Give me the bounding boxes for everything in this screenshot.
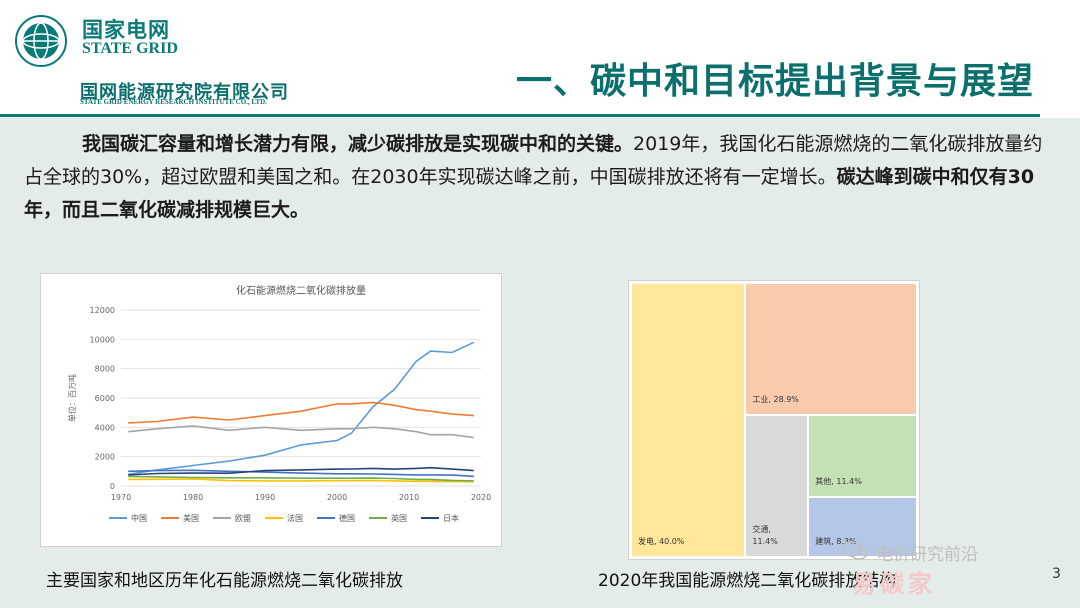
series-line-中国 xyxy=(128,341,475,476)
series-line-德国 xyxy=(128,469,474,478)
normal-text: 2019年，我国化石能源燃烧的二氧化碳排放量约占全球的30%，超过欧盟和美国之和… xyxy=(24,133,1043,188)
treemap-cell: 发电, 40.0% xyxy=(631,283,746,557)
treemap-label: 建筑, 8.3% xyxy=(815,536,857,546)
treemap-panel: 发电, 40.0% 工业, 28.9% 交通, 11.4% 其他, 11.4% 建筑, 8… xyxy=(628,280,920,560)
y-tick-label: 2000 xyxy=(95,453,115,462)
right-chart-caption: 2020年我国能源燃烧二氧化碳排放结构 xyxy=(598,571,897,591)
legend-label: 中国 xyxy=(131,513,147,523)
y-tick-label: 8000 xyxy=(95,365,115,374)
left-chart-caption: 主要国家和地区历年化石能源燃烧二氧化碳排放 xyxy=(46,571,403,591)
x-tick-label: 1990 xyxy=(255,493,275,502)
y-axis-label: 单位：百万吨 xyxy=(67,374,77,422)
treemap-label: 交通, 11.4% xyxy=(752,524,778,546)
x-tick-label: 2010 xyxy=(399,493,419,502)
line-chart-panel: 化石能源燃烧二氧化碳排放量 0 2000 4000 6000 8000 10000 12000… xyxy=(40,273,502,547)
chart-title: 化石能源燃烧二氧化碳排放量 xyxy=(236,284,366,297)
treemap-label: 工业, 28.9% xyxy=(752,394,799,404)
bold-sentence-2: 碳达峰到碳中和仅有30年，而且二氧化碳减排规模巨大。 xyxy=(24,166,1035,221)
watermark-top-text: 电价研究前沿 xyxy=(876,545,978,565)
body-paragraph: 我国碳汇容量和增长潜力有限，减少碳排放是实现碳中和的关键。2019年，我国化石能… xyxy=(24,128,1054,227)
series-line-日本 xyxy=(128,466,474,476)
y-tick-label: 12000 xyxy=(90,306,115,315)
legend-label: 美国 xyxy=(183,513,199,523)
state-grid-globe-icon xyxy=(15,15,67,67)
treemap-cell: 交通, 11.4% xyxy=(745,414,809,557)
y-tick-label: 6000 xyxy=(95,394,115,403)
legend-label: 法国 xyxy=(287,513,303,523)
watermark: 电价研究前沿 易碳家 xyxy=(836,536,1068,600)
series-line-法国 xyxy=(128,478,474,483)
treemap-label: 发电, 40.0% xyxy=(638,537,685,546)
x-tick-label: 2000 xyxy=(327,493,347,502)
treemap-label: 其他, 11.4% xyxy=(815,477,862,487)
treemap-cell: 其他, 11.4% xyxy=(808,414,917,498)
institute-english-name: STATE GRID ENERGY RESEARCH INSTITUTE CO.… xyxy=(80,98,267,106)
series-line-英国 xyxy=(128,475,474,482)
slide-header: 国家电网 STATE GRID 国网能源研究院有限公司 STATE GRID E… xyxy=(0,0,1080,118)
y-tick-label: 4000 xyxy=(95,423,115,432)
header-divider xyxy=(0,114,1040,117)
legend-label: 日本 xyxy=(443,513,459,523)
logo-english-name: STATE GRID xyxy=(82,40,178,57)
emissions-line-chart: 化石能源燃烧二氧化碳排放量 0 2000 4000 6000 8000 10000 12000… xyxy=(67,284,491,523)
logo-chinese-name: 国家电网 xyxy=(82,18,170,42)
page-number: 3 xyxy=(1052,566,1061,582)
watermark-bottom-text: 易碳家 xyxy=(852,570,936,598)
treemap-cell: 工业, 28.9% xyxy=(745,283,917,415)
legend-label: 欧盟 xyxy=(235,513,251,523)
legend-label: 德国 xyxy=(339,513,355,523)
slide-title: 一、碳中和目标提出背景与展望 xyxy=(515,61,1034,102)
x-tick-label: 1980 xyxy=(183,493,203,502)
bold-sentence-1: 我国碳汇容量和增长潜力有限，减少碳排放是实现碳中和的关键。 xyxy=(82,133,634,155)
series-line-美国 xyxy=(128,401,474,424)
y-tick-label: 0 xyxy=(110,482,115,491)
institute-chinese-name: 国网能源研究院有限公司 xyxy=(80,82,289,103)
wechat-icon xyxy=(842,541,868,560)
x-tick-label: 1970 xyxy=(111,493,131,502)
x-tick-label: 2020 xyxy=(471,493,491,502)
legend-label: 英国 xyxy=(391,513,407,523)
series-line-欧盟 xyxy=(128,425,474,439)
y-tick-label: 10000 xyxy=(90,335,115,344)
slide-content: 我国碳汇容量和增长潜力有限，减少碳排放是实现碳中和的关键。2019年，我国化石能… xyxy=(0,118,1080,608)
